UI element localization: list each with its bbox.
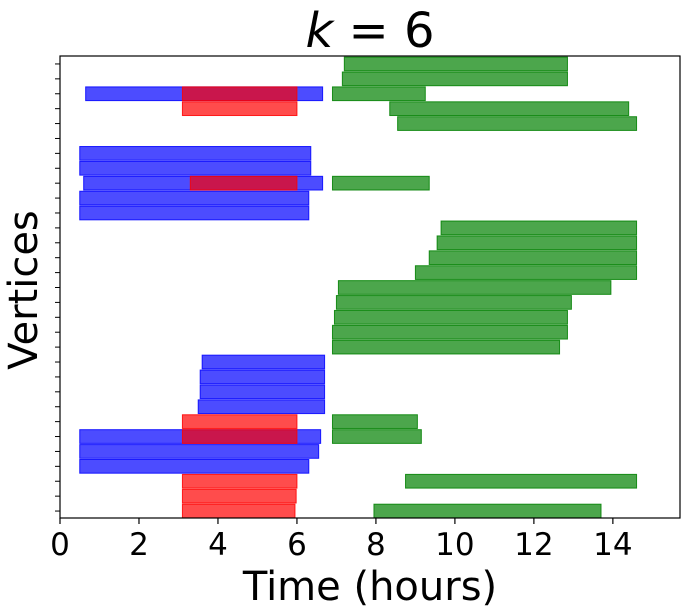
interval-bar-red-row-1: [181, 488, 297, 504]
interval-bar-red-row-0: [181, 503, 296, 519]
interval-bar-green-row-26: [397, 116, 638, 131]
interval-bar-green-row-0: [373, 503, 602, 519]
interval-bar-green-row-6: [331, 414, 418, 429]
interval-bar-green-row-19: [440, 220, 638, 236]
x-tick-label: 14: [593, 527, 632, 563]
interval-bar-green-row-30: [343, 56, 568, 72]
interval-bar-green-row-17: [428, 250, 638, 266]
interval-bar-red-row-28: [181, 86, 298, 102]
x-tick-label: 4: [208, 527, 228, 563]
interval-bar-blue-row-8: [199, 384, 326, 400]
interval-bar-blue-row-4: [79, 444, 320, 459]
interval-bar-blue-row-20: [79, 205, 310, 221]
interval-bar-green-row-29: [341, 71, 568, 87]
interval-bar-green-row-16: [414, 265, 638, 280]
x-tick-label: 6: [287, 527, 307, 563]
interval-bar-red-row-27: [181, 101, 298, 117]
x-tick-label: 8: [366, 527, 386, 563]
y-axis-label: Vertices: [1, 210, 47, 370]
interval-bar-green-row-22: [331, 175, 430, 191]
interval-bar-blue-row-9: [199, 369, 326, 385]
x-axis-label: Time (hours): [242, 564, 497, 610]
x-tick-label: 10: [435, 527, 474, 563]
interval-bar-green-row-12: [331, 324, 568, 340]
y-axis: [55, 63, 60, 512]
interval-bar-green-row-13: [333, 309, 568, 325]
interval-bar-green-row-27: [389, 101, 630, 117]
interval-bar-green-row-15: [337, 280, 612, 295]
interval-bar-blue-row-23: [79, 160, 312, 176]
interval-bar-blue-row-3: [79, 458, 310, 474]
interval-bar-blue-row-7: [197, 399, 326, 415]
interval-bar-green-row-5: [331, 429, 422, 444]
interval-bar-blue-row-24: [79, 146, 312, 161]
interval-bar-blue-row-21: [79, 190, 310, 206]
chart-title-italic: k: [305, 3, 335, 59]
x-tick-label: 0: [50, 527, 70, 563]
chart-title: k = 6: [305, 3, 434, 59]
interval-bars: [79, 56, 638, 519]
interval-bar-red-row-22: [189, 175, 298, 191]
interval-bar-red-row-6: [181, 414, 298, 429]
interval-bar-red-row-2: [181, 473, 298, 489]
interval-bar-green-row-14: [335, 295, 572, 310]
interval-bar-green-row-28: [331, 86, 426, 102]
x-axis: 0 2 4 6 8 10 12 14: [50, 518, 633, 563]
interval-bar-green-row-11: [331, 339, 561, 355]
x-tick-label: 2: [129, 527, 149, 563]
chart-title-rest: = 6: [333, 3, 434, 59]
interval-bar-red-row-5: [181, 429, 298, 444]
x-tick-label: 12: [514, 527, 553, 563]
interval-bar-green-row-18: [436, 235, 638, 251]
interval-bar-blue-row-10: [201, 354, 326, 370]
interval-bar-green-row-2: [405, 473, 638, 489]
